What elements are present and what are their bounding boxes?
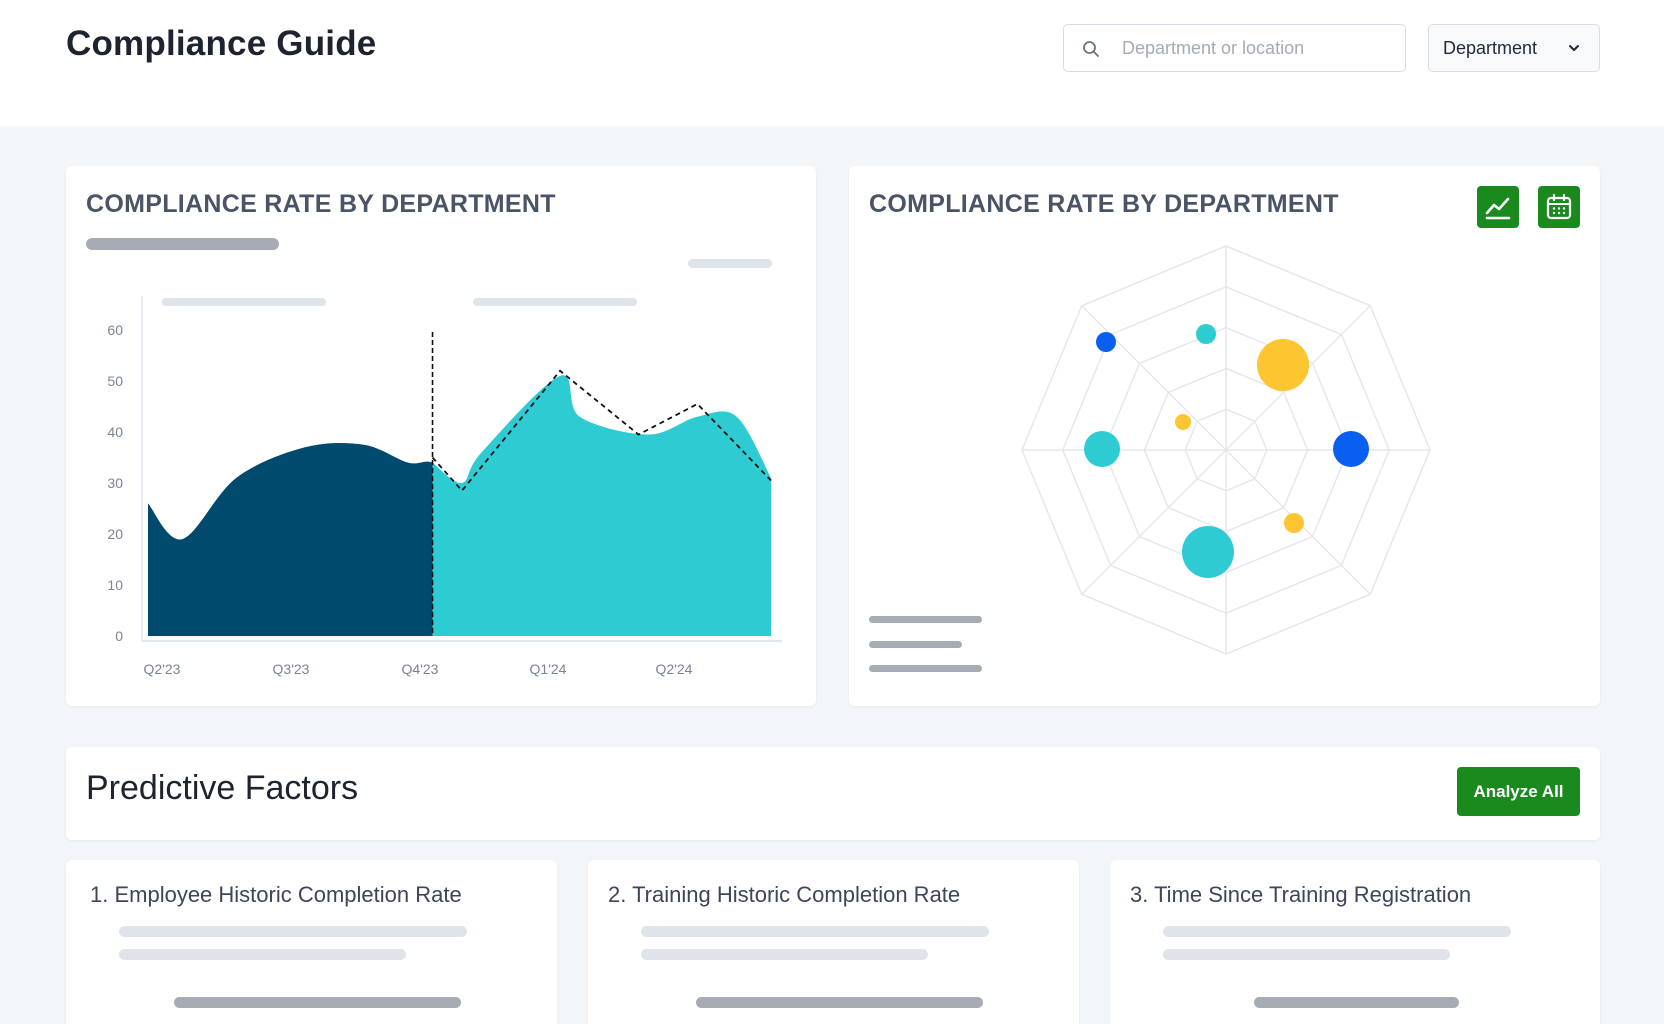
search-box[interactable] [1063,24,1406,72]
calendar-icon [1546,193,1572,220]
page-title: Compliance Guide [66,24,377,63]
top-bar: Compliance Guide Department [0,0,1664,126]
x-tick-label: Q4'23 [402,661,439,677]
area-chart-title: COMPLIANCE RATE BY DEPARTMENT [86,190,556,218]
legend-placeholder [688,259,772,268]
factor-text-placeholder [641,949,928,960]
department-select-label: Department [1443,37,1538,58]
factor-title: 2. Training Historic Completion Rate [608,882,961,907]
radar-point-cyan[interactable] [1196,324,1216,344]
x-tick-label: Q1'24 [530,661,567,677]
factor-card-3[interactable]: 3. Time Since Training Registration [1110,860,1600,1024]
area-chart-card: COMPLIANCE RATE BY DEPARTMENT 0 10 20 30 40 5… [66,166,816,706]
factor-value-placeholder [1254,997,1459,1008]
x-tick-label: Q2'23 [144,661,181,677]
radar-point-yellow[interactable] [1284,513,1304,533]
y-tick-label: 50 [107,373,123,389]
area-chart: 0 10 20 30 40 50 60 Q2'23 Q3'23 Q4'23 Q1'24 Q2'24 [107,296,782,677]
radar-legend-placeholder-2 [869,641,962,648]
series-label-placeholder-forecast [473,298,637,306]
series-label-placeholder-historic [162,298,326,306]
line-chart-icon [1485,197,1511,220]
factor-title: 1. Employee Historic Completion Rate [90,882,462,907]
x-tick-label: Q2'24 [656,661,693,677]
y-tick-label: 20 [107,526,123,542]
y-tick-label: 60 [107,322,123,338]
search-icon [1083,41,1099,57]
radar-legend-placeholder-3 [869,665,982,672]
factor-text-placeholder [1163,926,1511,937]
historic-area-series [148,442,433,636]
y-tick-label: 40 [107,424,123,440]
subtitle-placeholder [86,238,279,250]
factor-text-placeholder [119,949,406,960]
predictive-factors-card: Predictive Factors Analyze All [66,747,1600,840]
radar-chart-card: COMPLIANCE RATE BY DEPARTMENT [849,166,1600,706]
calendar-button[interactable] [1538,186,1580,228]
x-tick-label: Q3'23 [273,661,310,677]
radar-spoke [1081,305,1227,451]
radar-chart [1021,245,1431,655]
radar-point-yellow[interactable] [1257,339,1309,391]
department-select[interactable]: Department [1428,24,1600,72]
y-tick-label: 30 [107,475,123,491]
factor-value-placeholder [696,997,983,1008]
radar-point-blue[interactable] [1333,431,1369,467]
analyze-all-button[interactable]: Analyze All [1457,767,1580,816]
y-tick-label: 0 [115,628,123,644]
factor-card-2[interactable]: 2. Training Historic Completion Rate [588,860,1079,1024]
forecast-area-series [432,375,771,636]
factor-text-placeholder [1163,949,1450,960]
factor-card-1[interactable]: 1. Employee Historic Completion Rate [66,860,557,1024]
factor-value-placeholder [174,997,461,1008]
factor-text-placeholder [119,926,467,937]
radar-chart-title: COMPLIANCE RATE BY DEPARTMENT [869,190,1339,218]
radar-point-cyan[interactable] [1084,431,1120,467]
chevron-down-icon [1569,45,1579,51]
radar-legend-placeholder-1 [869,616,982,623]
line-chart-button[interactable] [1477,186,1519,228]
factor-title: 3. Time Since Training Registration [1130,882,1472,907]
radar-point-yellow[interactable] [1175,414,1191,430]
radar-point-cyan[interactable] [1182,526,1234,578]
predictive-factors-title: Predictive Factors [86,769,359,807]
search-input[interactable] [1122,35,1392,61]
y-tick-label: 10 [107,577,123,593]
radar-point-blue[interactable] [1096,332,1116,352]
factor-text-placeholder [641,926,989,937]
prediction-dashed-line [431,369,772,493]
radar-spoke [1081,449,1227,595]
